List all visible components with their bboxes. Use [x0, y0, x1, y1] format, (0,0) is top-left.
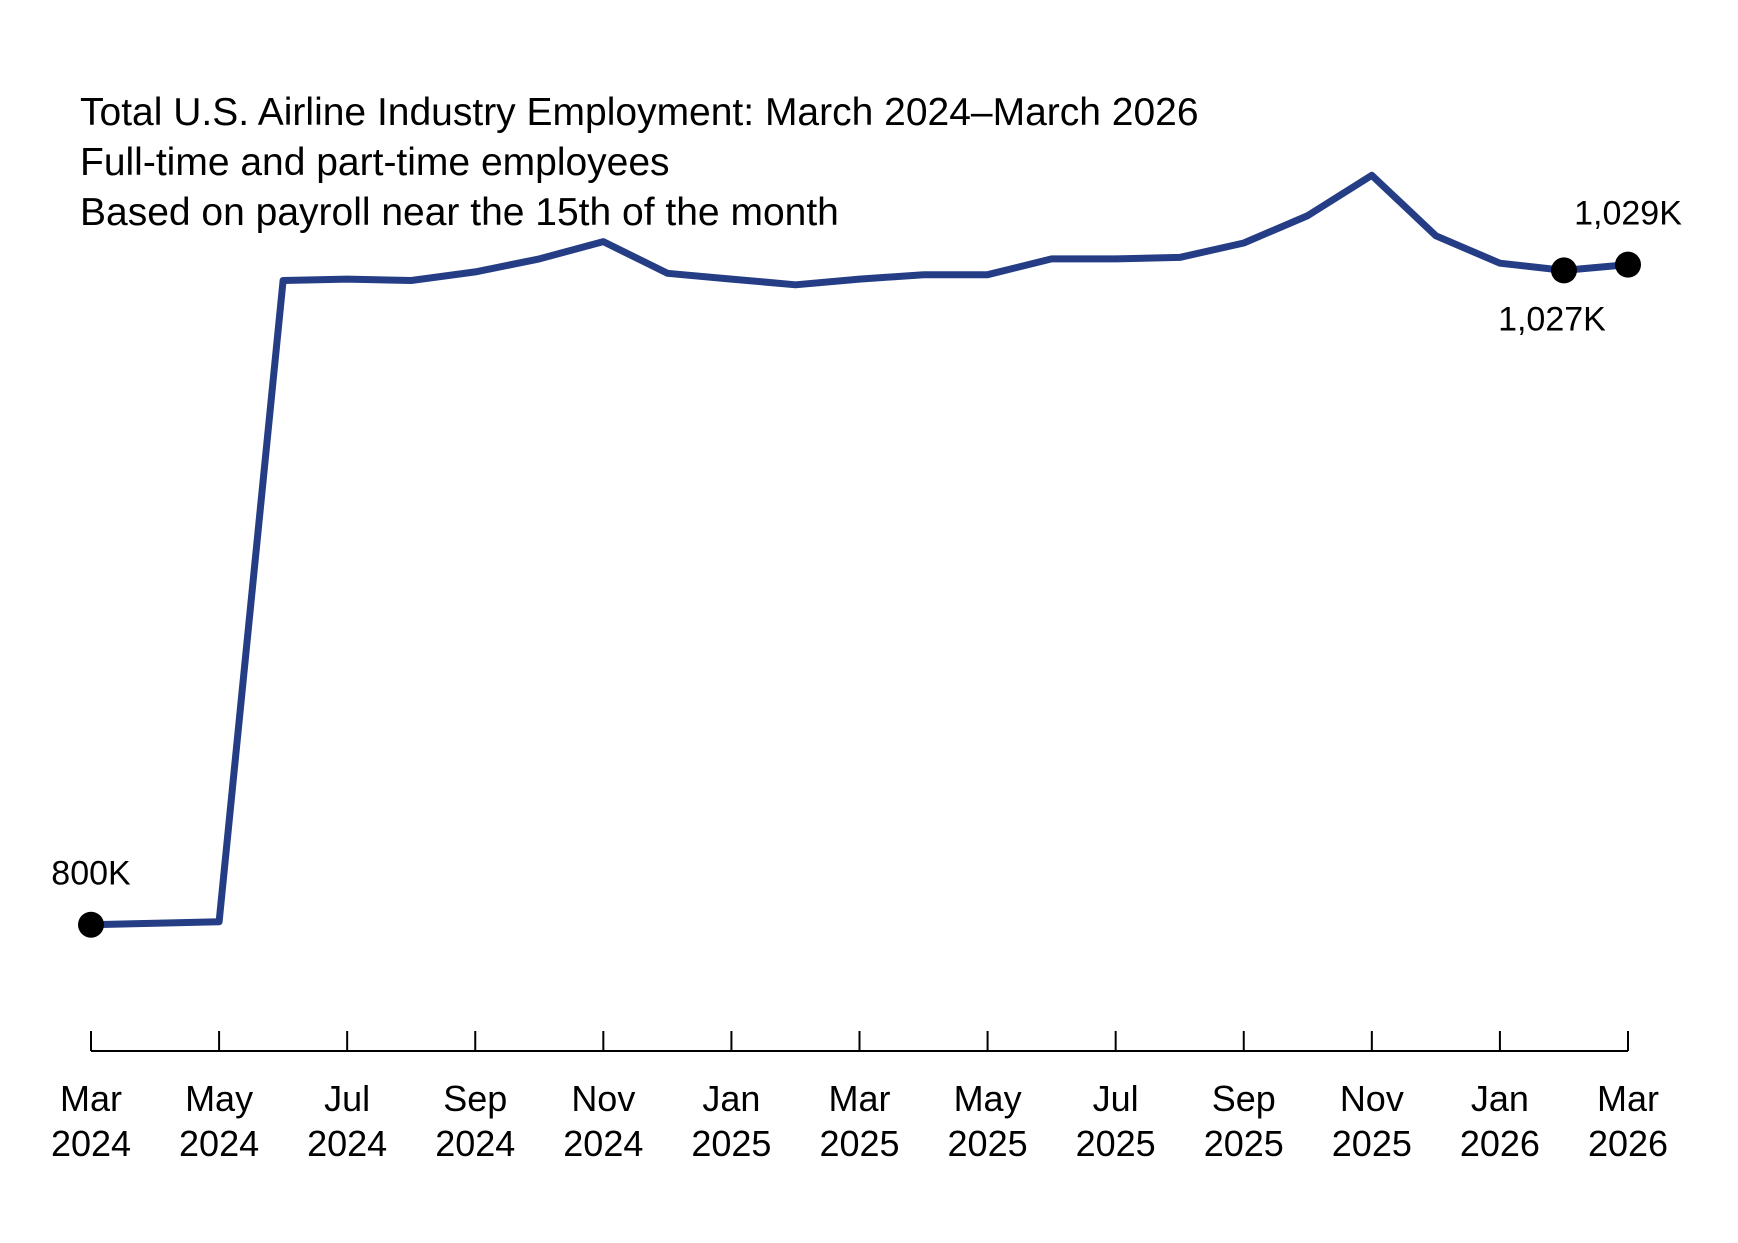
x-tick-label-month: May [185, 1078, 253, 1119]
chart-title-block: Total U.S. Airline Industry Employment: … [80, 88, 1199, 238]
x-tick-label-month: Jul [1093, 1078, 1139, 1119]
x-tick-label-month: May [954, 1078, 1022, 1119]
data-labels: 800K 1,027K 1,029K [51, 195, 1682, 893]
x-tick-label-year: 2025 [1204, 1123, 1284, 1164]
x-tick-label-year: 2025 [1332, 1123, 1412, 1164]
x-tick-label-month: Sep [1212, 1078, 1276, 1119]
x-tick-label-year: 2026 [1460, 1123, 1540, 1164]
x-tick-label-year: 2024 [563, 1123, 643, 1164]
chart-subtitle-line-2: Based on payroll near the 15th of the mo… [80, 191, 839, 234]
chart-title: Total U.S. Airline Industry Employment: … [80, 91, 1199, 134]
series-line-group [87, 171, 1632, 929]
x-tick-label-month: Jan [702, 1078, 760, 1119]
x-tick-label-month: Nov [1340, 1078, 1404, 1119]
x-tick-label-year: 2024 [179, 1123, 259, 1164]
x-tick-label-year: 2024 [307, 1123, 387, 1164]
data-point-marker [78, 911, 104, 938]
data-point-label: 800K [51, 855, 131, 893]
data-markers [78, 251, 1641, 938]
x-tick-label-month: Mar [829, 1078, 891, 1119]
data-point-label: 1,027K [1498, 300, 1606, 338]
x-tick-label-year: 2025 [1076, 1123, 1156, 1164]
x-tick-label-month: Jan [1471, 1078, 1529, 1119]
x-tick-label-year: 2025 [691, 1123, 771, 1164]
x-tick-label-year: 2024 [51, 1123, 131, 1164]
data-point-marker [1550, 257, 1577, 284]
series-line [87, 171, 1632, 929]
x-axis: Mar2024May2024Jul2024Sep2024Nov2024Jan20… [51, 1031, 1668, 1164]
x-tick-label-month: Nov [571, 1078, 635, 1119]
x-tick-label-year: 2025 [819, 1123, 899, 1164]
data-point-marker [1615, 251, 1641, 278]
x-tick-label-year: 2026 [1588, 1123, 1668, 1164]
x-tick-label-month: Mar [60, 1078, 122, 1119]
chart-subtitle-line-1: Full-time and part-time employees [80, 141, 670, 184]
x-tick-label-month: Jul [324, 1078, 370, 1119]
x-tick-label-year: 2025 [948, 1123, 1028, 1164]
x-tick-label-month: Sep [443, 1078, 507, 1119]
x-tick-label-year: 2024 [435, 1123, 515, 1164]
data-point-label: 1,029K [1574, 195, 1682, 233]
x-tick-label-month: Mar [1597, 1078, 1659, 1119]
